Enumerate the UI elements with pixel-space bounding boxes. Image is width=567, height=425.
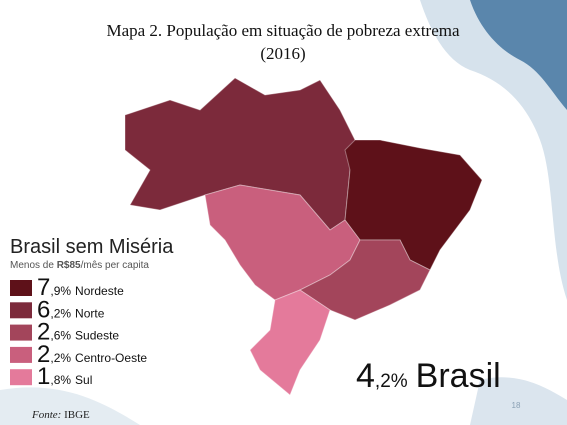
region-sudeste [299, 239, 431, 321]
legend-label: 2,2% Centro-Oeste [37, 341, 147, 368]
title: Mapa 2. População em situação de pobreza… [106, 21, 460, 40]
legend-swatch [10, 324, 32, 341]
legend-big: 6 [37, 296, 50, 323]
panel-heading: Brasil sem Miséria [10, 236, 174, 258]
legend-small: ,9% [50, 284, 71, 298]
legend-big: 7 [37, 274, 50, 301]
legend-swatch [10, 280, 32, 296]
total: 4,2% Brasil [356, 357, 501, 395]
legend-label: 7,9% Nordeste [37, 274, 124, 301]
texture [470, 0, 567, 110]
source-label: Fonte: [31, 409, 61, 421]
title: (2016) [260, 44, 305, 63]
source: Fonte: IBGE [31, 409, 90, 421]
brazil-map [124, 77, 483, 396]
legend-small: ,8% [50, 373, 71, 387]
legend-small: ,2% [50, 351, 71, 365]
legend-region: Nordeste [75, 284, 124, 298]
legend-label: 1,8% Sul [37, 363, 92, 390]
legend-swatch [10, 302, 32, 319]
legend-region: Sul [75, 373, 92, 387]
text: /mês per capita [81, 260, 150, 271]
legend-big: 1 [37, 363, 50, 390]
total-big: 4 [356, 357, 375, 395]
texture [0, 387, 140, 425]
legend-label: 6,2% Norte [37, 296, 105, 323]
legend-region: Norte [75, 306, 105, 320]
legend-swatch [10, 346, 32, 363]
panel-subheading: Menos de R$85/mês per capita [10, 260, 149, 271]
legend-small: ,6% [50, 329, 71, 343]
legend-small: ,2% [50, 306, 71, 320]
legend-swatch [10, 369, 32, 386]
total-small: ,2% [375, 371, 408, 392]
texture [420, 0, 567, 300]
text: R$85 [57, 260, 81, 271]
legend-big: 2 [37, 319, 50, 346]
region-sul [249, 289, 331, 396]
legend-big: 2 [37, 341, 50, 368]
legend-region: Centro-Oeste [75, 351, 147, 365]
texture [470, 377, 567, 425]
page-number: 18 [512, 401, 521, 410]
legend-label: 2,6% Sudeste [37, 319, 119, 346]
legend-region: Sudeste [75, 329, 119, 343]
text: Menos de [10, 260, 57, 271]
total-label: Brasil [416, 357, 501, 395]
source-text: IBGE [61, 409, 90, 421]
